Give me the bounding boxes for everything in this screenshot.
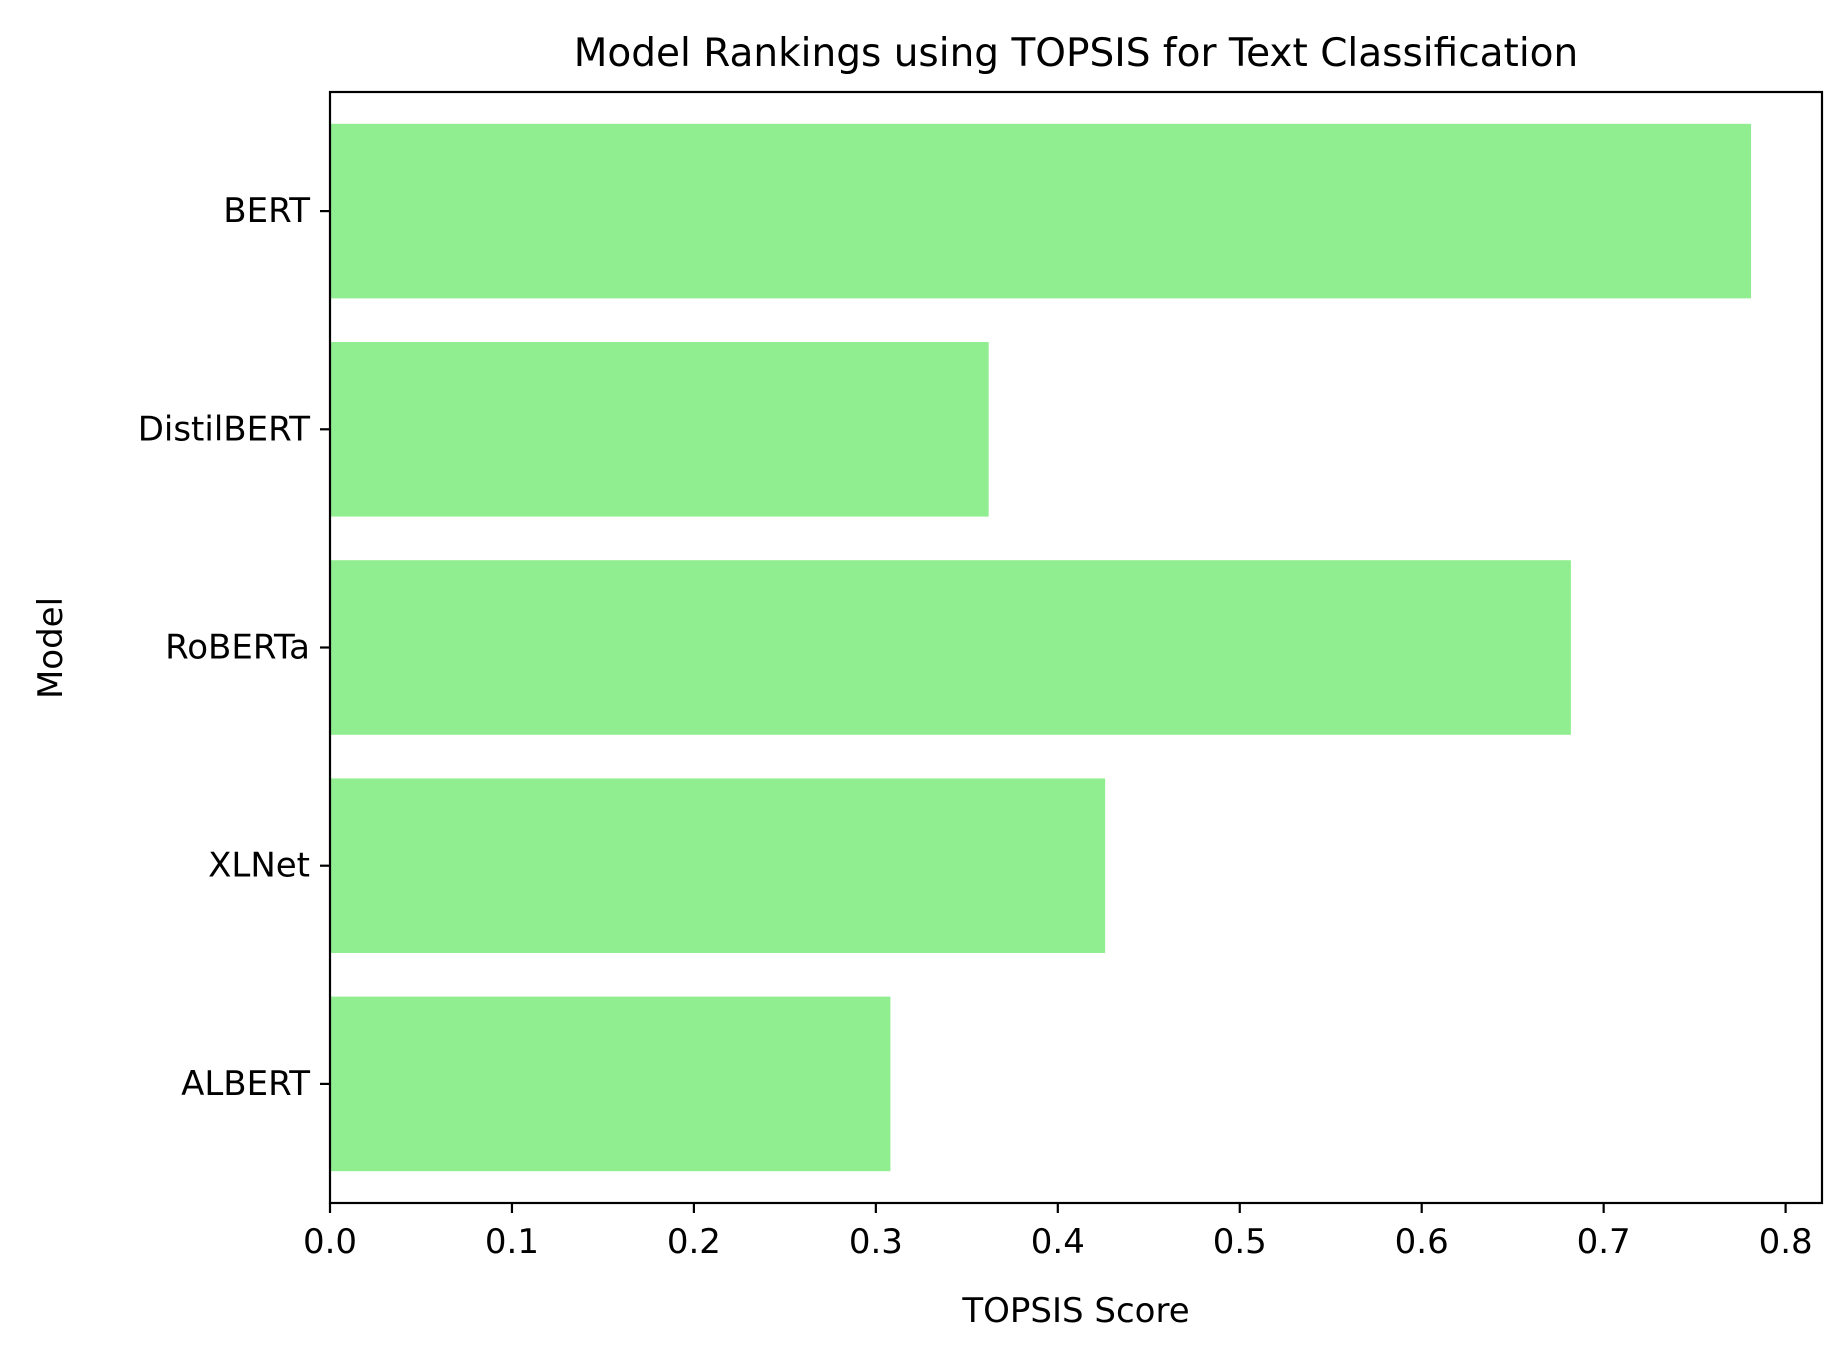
x-tick-label-5: 0.5: [1213, 1222, 1267, 1262]
y-tick-label-distilbert: DistilBERT: [138, 409, 311, 449]
x-tick-label-4: 0.4: [1031, 1222, 1085, 1262]
x-tick-label-3: 0.3: [849, 1222, 903, 1262]
bar-distilbert: [330, 342, 989, 517]
y-tick-label-xlnet: XLNet: [208, 846, 310, 886]
chart-title: Model Rankings using TOPSIS for Text Cla…: [574, 31, 1579, 76]
bar-xlnet: [330, 778, 1106, 953]
y-axis-ticks: BERT DistilBERT RoBERTa XLNet ALBERT: [138, 191, 330, 1104]
x-tick-label-0: 0.0: [303, 1222, 357, 1262]
x-tick-label-1: 0.1: [485, 1222, 539, 1262]
x-axis-label: TOPSIS Score: [961, 1291, 1189, 1331]
x-tick-label-7: 0.7: [1577, 1222, 1631, 1262]
x-tick-label-2: 0.2: [667, 1222, 721, 1262]
bar-albert: [330, 996, 891, 1172]
bars: [330, 123, 1752, 1172]
y-tick-label-roberta: RoBERTa: [165, 628, 310, 668]
y-axis-label: Model: [31, 597, 71, 699]
bar-roberta: [330, 560, 1571, 735]
x-tick-label-6: 0.6: [1395, 1222, 1449, 1262]
bar-bert: [330, 123, 1752, 299]
plot-frame: [328, 90, 1824, 1205]
y-tick-label-bert: BERT: [223, 191, 310, 231]
x-tick-label-8: 0.8: [1759, 1222, 1813, 1262]
y-tick-label-albert: ALBERT: [181, 1064, 310, 1104]
x-axis-ticks: 0.0 0.1 0.2 0.3 0.4 0.5 0.6 0.7 0.8: [303, 1203, 1813, 1262]
